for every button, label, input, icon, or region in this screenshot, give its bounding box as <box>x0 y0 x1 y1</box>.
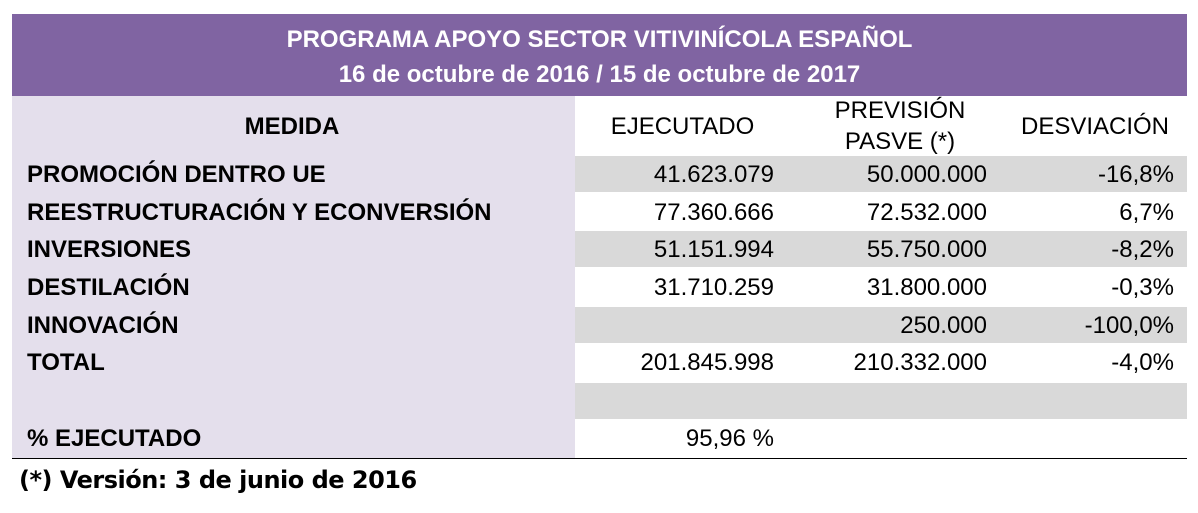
row-prevision: 72.532.000 <box>866 199 987 226</box>
total-ejecutado: 201.845.998 <box>640 349 774 376</box>
table-header-banner: PROGRAMA APOYO SECTOR VITIVINÍCOLA ESPAÑ… <box>12 14 1187 96</box>
total-prevision: 210.332.000 <box>853 349 987 376</box>
percent-executed-label: % EJECUTADO <box>27 425 202 452</box>
row-desviacion: -100,0% <box>1084 312 1174 339</box>
row-ejecutado: 51.151.994 <box>653 236 774 263</box>
row-label: PROMOCIÓN DENTRO UE <box>27 161 326 188</box>
label-column-background <box>12 96 575 459</box>
table-period: 16 de octubre de 2016 / 15 de octubre de… <box>338 61 861 88</box>
row-desviacion: -16,8% <box>1097 161 1174 188</box>
column-header-prevision-line2: PASVE (*) <box>844 128 956 155</box>
row-band <box>575 383 1187 419</box>
row-prevision: 31.800.000 <box>866 274 987 301</box>
row-ejecutado: 77.360.666 <box>653 199 774 226</box>
column-header-ejecutado: EJECUTADO <box>610 113 755 140</box>
column-header-desviacion: DESVIACIÓN <box>1020 113 1170 140</box>
footnote: (*) Versión: 3 de junio de 2016 <box>19 466 417 494</box>
total-label: TOTAL <box>27 349 105 376</box>
row-prevision: 250.000 <box>900 312 987 339</box>
row-ejecutado: 31.710.259 <box>653 274 774 301</box>
column-header-medida: MEDIDA <box>244 113 340 140</box>
row-label: REESTRUCTURACIÓN Y ECONVERSIÓN <box>27 199 492 226</box>
row-desviacion: -8,2% <box>1111 236 1174 263</box>
row-label: INVERSIONES <box>27 236 192 263</box>
row-band <box>575 156 1187 192</box>
row-desviacion: -0,3% <box>1111 274 1174 301</box>
row-band <box>575 307 1187 343</box>
row-label: INNOVACIÓN <box>27 312 179 339</box>
total-desviacion: -4,0% <box>1111 349 1174 376</box>
row-band <box>575 231 1187 267</box>
row-prevision: 50.000.000 <box>866 161 987 188</box>
percent-executed-value: 95,96 % <box>685 425 774 452</box>
row-ejecutado: 41.623.079 <box>653 161 774 188</box>
table-bottom-border <box>12 458 1187 459</box>
table-title: PROGRAMA APOYO SECTOR VITIVINÍCOLA ESPAÑ… <box>286 26 913 53</box>
column-header-prevision-line1: PREVISIÓN <box>834 97 966 124</box>
row-label: DESTILACIÓN <box>27 274 190 301</box>
row-desviacion: 6,7% <box>1119 199 1174 226</box>
row-prevision: 55.750.000 <box>866 236 987 263</box>
